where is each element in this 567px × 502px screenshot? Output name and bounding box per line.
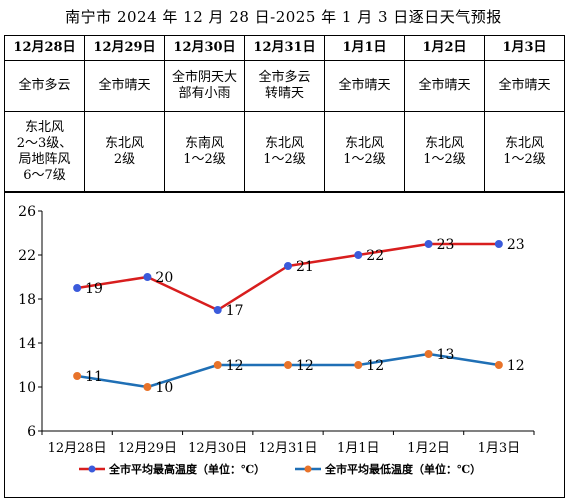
date-label: 12月30日: [173, 40, 236, 55]
data-point: [424, 240, 433, 248]
wind-cell: 东北风 2级: [84, 111, 165, 192]
data-label: 21: [296, 259, 314, 275]
weather-cell: 全市阴天大 部有小雨: [164, 60, 245, 112]
data-point: [143, 383, 152, 391]
date-row: 12月28日 12月29日 12月30日 12月31日 1月1日 1月2日 1月…: [4, 35, 565, 61]
weather-text: 全市多云: [18, 78, 71, 93]
x-tick-label: 1月1日: [337, 441, 380, 456]
weather-row: 全市多云 全市晴天 全市阴天大 部有小雨 全市多云 转晴天 全市晴天 全市晴天 …: [4, 60, 565, 112]
data-point: [494, 240, 503, 248]
forecast-title: 南宁市 2024 年 12 月 28 日-2025 年 1 月 3 日逐日天气预…: [65, 8, 502, 26]
y-tick-label: 14: [18, 336, 36, 352]
data-point: [143, 273, 152, 281]
wind-cell: 东南风 1～2级: [164, 111, 245, 192]
x-tick-label: 12月30日: [188, 441, 247, 456]
wind-cell: 东北风 1～2级: [404, 111, 485, 192]
weather-text: 全市晴天: [98, 78, 151, 93]
wind-text: 东北风 1～2级: [343, 135, 386, 167]
date-label: 12月29日: [93, 40, 156, 55]
wind-row: 东北风 2～3级、 局地阵风 6～7级 东北风 2级 东南风 1～2级 东北风 …: [4, 111, 565, 192]
y-tick-label: 18: [18, 292, 36, 308]
legend-swatch-marker: [88, 465, 96, 473]
y-tick-label: 6: [27, 424, 36, 440]
data-label: 10: [155, 380, 173, 396]
weather-cell: 全市晴天: [404, 60, 485, 112]
date-label: 12月28日: [13, 40, 76, 55]
date-label: 1月3日: [502, 40, 547, 55]
weather-cell: 全市多云: [4, 60, 85, 112]
wind-text: 东北风 1～2级: [263, 135, 306, 167]
data-point: [354, 251, 363, 259]
data-label: 22: [366, 248, 384, 264]
data-point: [213, 306, 222, 314]
y-tick-label: 26: [18, 204, 36, 220]
legend-label: 全市平均最低温度（单位：℃）: [324, 462, 481, 476]
data-point: [494, 361, 503, 369]
x-tick-label: 12月31日: [258, 441, 317, 456]
wind-text: 东北风 2级: [104, 135, 144, 167]
date-cell: 1月1日: [324, 35, 405, 61]
wind-cell: 东北风 1～2级: [244, 111, 325, 192]
weather-cell: 全市晴天: [324, 60, 405, 112]
data-point: [284, 361, 292, 369]
date-label: 1月1日: [342, 40, 387, 55]
x-tick-label: 12月28日: [48, 441, 107, 456]
x-tick-label: 1月3日: [478, 441, 521, 456]
data-label: 19: [85, 281, 103, 297]
weather-text: 全市晴天: [338, 78, 391, 93]
data-point: [284, 262, 292, 270]
data-label: 12: [366, 358, 384, 374]
legend-label: 全市平均最高温度（单位：℃）: [108, 462, 265, 476]
wind-text: 东北风 1～2级: [503, 135, 546, 167]
date-cell: 1月2日: [404, 35, 485, 61]
date-cell: 12月30日: [164, 35, 245, 61]
data-label: 11: [85, 369, 103, 385]
weather-cell: 全市晴天: [484, 60, 565, 112]
data-label: 12: [226, 358, 244, 374]
data-label: 12: [507, 358, 525, 374]
date-label: 12月31日: [253, 40, 316, 55]
data-point: [424, 350, 433, 358]
wind-text: 东北风 2～3级、 局地阵风 6～7级: [16, 119, 73, 183]
date-cell: 12月29日: [84, 35, 165, 61]
y-tick-label: 10: [18, 380, 36, 396]
data-label: 12: [296, 358, 314, 374]
temperature-chart: 6 10 14 18 22 26 12月28日 12月29日 12月30日 12月31日 1月1日 1…: [4, 192, 565, 498]
weather-cell: 全市多云 转晴天: [244, 60, 325, 112]
weather-cell: 全市晴天: [84, 60, 165, 112]
date-label: 1月2日: [422, 40, 467, 55]
data-point: [354, 361, 363, 369]
weather-text: 全市多云 转晴天: [258, 70, 311, 101]
data-label: 17: [226, 303, 244, 319]
data-label: 20: [155, 270, 173, 286]
data-label: 13: [437, 347, 455, 363]
wind-text: 东北风 1～2级: [423, 135, 466, 167]
wind-cell: 东北风 2～3级、 局地阵风 6～7级: [4, 111, 85, 192]
temperature-chart-svg: 6 10 14 18 22 26 12月28日 12月29日 12月30日 12月31日 1月1日 1…: [4, 192, 565, 498]
data-point: [73, 372, 82, 380]
x-tick-label: 12月29日: [118, 441, 177, 456]
data-label: 23: [507, 237, 525, 253]
date-cell: 1月3日: [484, 35, 565, 61]
y-tick-label: 22: [18, 248, 36, 264]
data-label: 23: [437, 237, 455, 253]
data-point: [73, 284, 82, 292]
weather-text: 全市晴天: [498, 78, 551, 93]
date-cell: 12月28日: [4, 35, 85, 61]
wind-text: 东南风 1～2级: [183, 135, 226, 167]
data-point: [213, 361, 222, 369]
wind-cell: 东北风 1～2级: [484, 111, 565, 192]
legend-swatch-marker: [304, 465, 312, 473]
wind-cell: 东北风 1～2级: [324, 111, 405, 192]
forecast-table: 12月28日 12月29日 12月30日 12月31日 1月1日 1月2日 1月…: [4, 35, 565, 192]
weather-text: 全市阴天大 部有小雨: [171, 70, 237, 101]
weather-text: 全市晴天: [418, 78, 471, 93]
x-tick-label: 1月2日: [407, 441, 450, 456]
date-cell: 12月31日: [244, 35, 325, 61]
